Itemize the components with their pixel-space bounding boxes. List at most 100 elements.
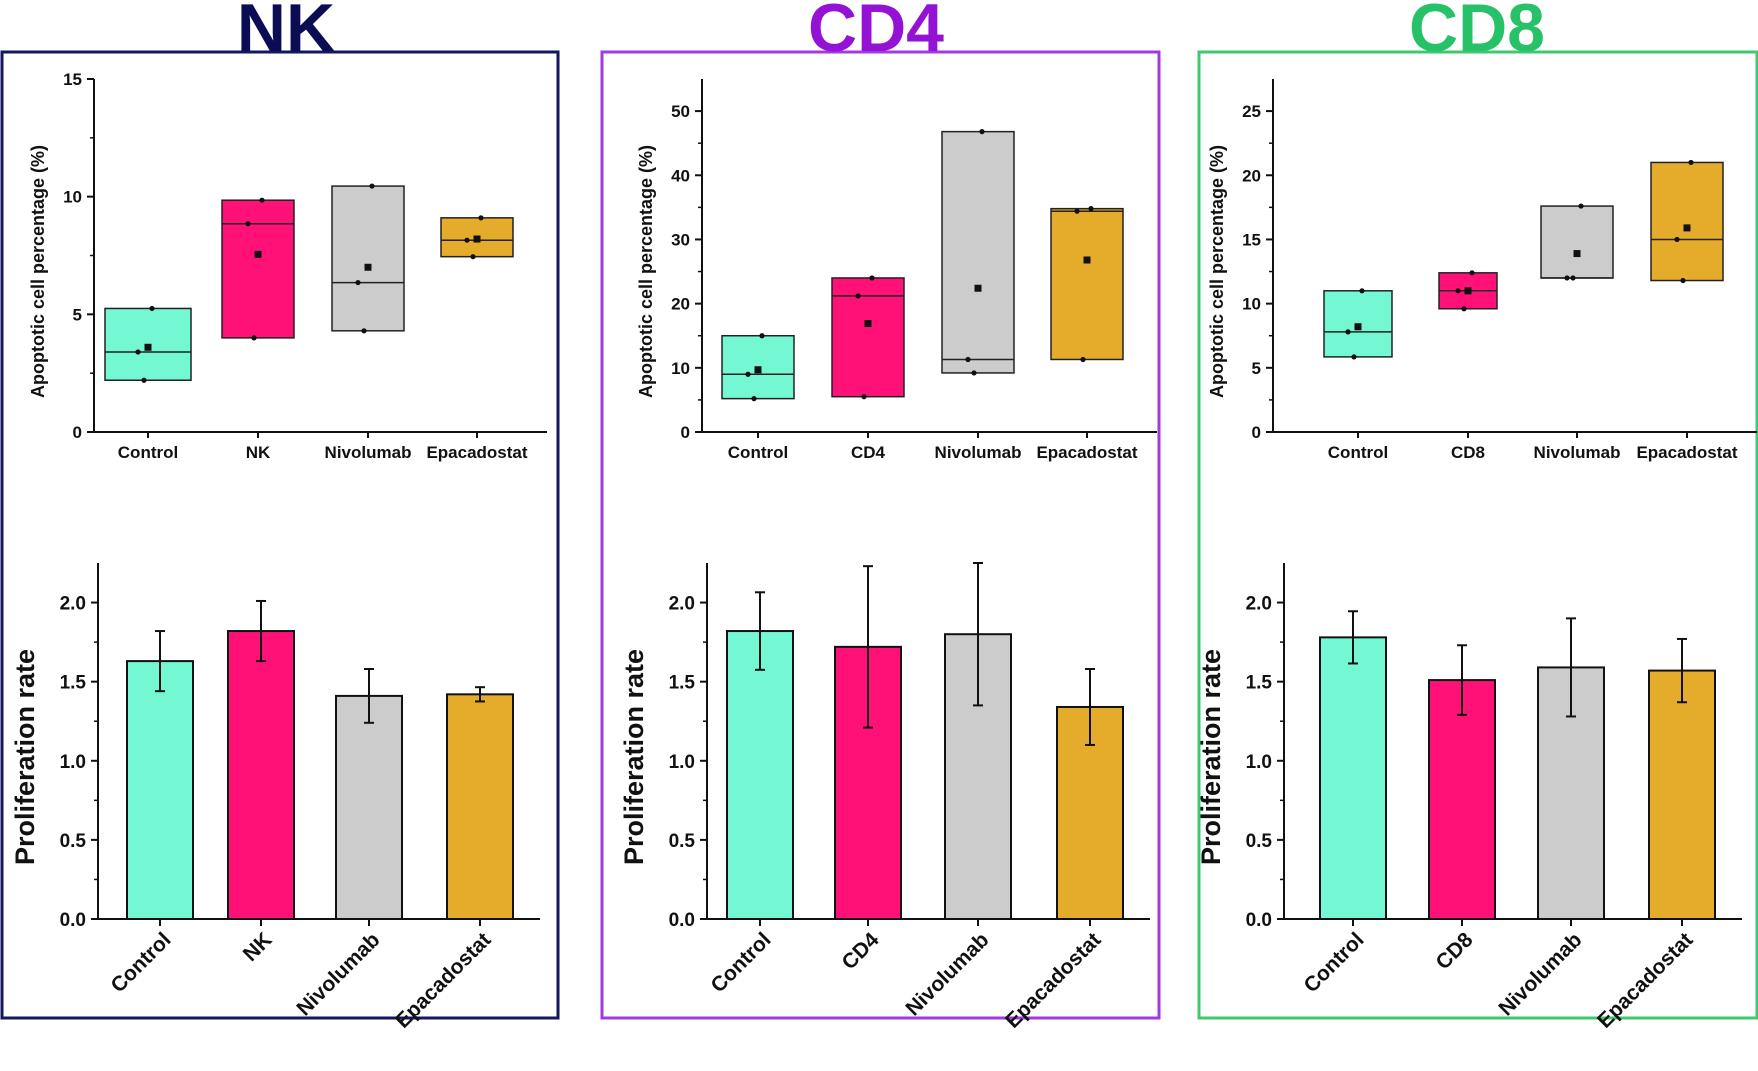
data-point xyxy=(470,254,476,260)
y-tick-label: 50 xyxy=(671,102,690,121)
y-tick-label: 0 xyxy=(73,423,82,442)
box-nivolumab xyxy=(941,130,1015,374)
mean-marker xyxy=(144,343,152,351)
y-tick-label: 10 xyxy=(63,188,82,207)
data-point xyxy=(1469,270,1475,276)
bar-control xyxy=(726,630,794,921)
y-tick-label: 1.5 xyxy=(60,673,87,694)
y-axis-label: Apoptotic cell percentage (%) xyxy=(636,145,656,398)
panel-title: CD4 xyxy=(808,0,944,66)
y-tick-label: 15 xyxy=(63,70,82,89)
data-point xyxy=(1351,354,1357,360)
data-point xyxy=(1455,288,1461,294)
data-point xyxy=(141,377,147,383)
panel-cd4: CD4 0 10 20 30 40 50 Apoptotic cell percentage … xyxy=(600,0,1161,1033)
data-point xyxy=(149,305,155,312)
data-point xyxy=(979,129,985,135)
y-tick-label: 0.5 xyxy=(1246,831,1273,852)
data-point xyxy=(1680,277,1686,284)
x-tick-label: Nivolumab xyxy=(901,928,993,1020)
data-point xyxy=(361,328,367,334)
x-tick-label: CD8 xyxy=(1432,928,1478,974)
x-tick-label: Nivolumab xyxy=(292,928,384,1020)
bar-control xyxy=(1319,636,1387,920)
mean-marker xyxy=(1354,323,1362,331)
data-point xyxy=(1688,159,1694,166)
box-nivolumab xyxy=(1540,205,1614,279)
y-axis-label: Apoptotic cell percentage (%) xyxy=(1207,145,1227,398)
mean-marker xyxy=(1683,224,1691,232)
bar-chart: 0.0 0.5 1.0 1.5 2.0 Proliferation rate Control… xyxy=(619,562,1150,1033)
x-tick-label: NK xyxy=(246,443,271,462)
y-tick-label: 0.5 xyxy=(60,831,87,852)
panel-cd8: CD8 0 5 10 15 20 25 Apoptotic cell percentage (… xyxy=(1196,0,1758,1033)
x-tick-label: CD4 xyxy=(851,443,886,462)
y-tick-label: 0 xyxy=(1252,423,1261,442)
bar-epacadostat xyxy=(1648,669,1716,921)
y-tick-label: 1.5 xyxy=(669,673,696,694)
box-nivolumab xyxy=(331,185,405,332)
data-point xyxy=(135,349,141,355)
y-tick-label: 5 xyxy=(1252,359,1261,378)
x-tick-label: CD4 xyxy=(838,928,884,974)
mean-marker xyxy=(473,235,481,243)
data-point xyxy=(1080,356,1086,363)
data-point xyxy=(869,275,875,281)
box-chart: 0 5 10 15 Apoptotic cell percentage (%) Contr… xyxy=(28,70,547,462)
y-tick-label: 0 xyxy=(681,423,690,442)
y-tick-label: 1.5 xyxy=(1246,673,1273,694)
y-tick-label: 5 xyxy=(73,305,82,324)
box-chart: 0 5 10 15 20 25 Apoptotic cell percentage (%) C… xyxy=(1207,79,1757,462)
y-tick-label: 1.0 xyxy=(60,752,86,773)
x-tick-label: Nivolumab xyxy=(1534,443,1621,462)
x-tick-label: Epacadostat xyxy=(426,443,527,462)
box-epacadostat xyxy=(1650,161,1724,282)
data-point xyxy=(751,396,757,402)
data-point xyxy=(1359,288,1365,294)
y-tick-label: 2.0 xyxy=(669,594,695,615)
y-axis-label: Proliferation rate xyxy=(1196,649,1226,865)
data-point xyxy=(369,183,375,189)
mean-marker xyxy=(1573,250,1581,258)
box-cd4 xyxy=(831,277,905,398)
data-point xyxy=(1578,203,1584,209)
panel-border xyxy=(1197,50,1758,1020)
x-tick-label: Control xyxy=(118,443,178,462)
data-point xyxy=(478,215,484,221)
bar-chart: 0.0 0.5 1.0 1.5 2.0 Proliferation rate Control… xyxy=(10,563,540,1033)
data-point xyxy=(1570,275,1576,281)
bar-control xyxy=(126,660,194,920)
x-tick-label: Nivolumab xyxy=(935,443,1022,462)
y-axis-label: Apoptotic cell percentage (%) xyxy=(28,145,48,398)
data-point xyxy=(1461,306,1467,312)
bar-cd8 xyxy=(1428,679,1496,921)
y-tick-label: 10 xyxy=(671,359,690,378)
x-tick-label: Control xyxy=(1299,928,1368,997)
data-point xyxy=(1074,208,1080,214)
box-nk xyxy=(221,199,295,339)
y-axis-label: Proliferation rate xyxy=(619,649,649,865)
bar-epacadostat xyxy=(446,693,514,921)
bar-nk xyxy=(227,630,295,921)
mean-marker xyxy=(754,366,762,374)
x-tick-label: Control xyxy=(1328,443,1388,462)
panel-border xyxy=(0,50,560,1020)
data-point xyxy=(259,197,265,203)
y-tick-label: 0.5 xyxy=(669,831,696,852)
data-point xyxy=(1345,329,1351,335)
mean-marker xyxy=(1464,287,1472,295)
panel-border xyxy=(600,50,1161,1020)
data-point xyxy=(1564,275,1570,281)
y-tick-label: 2.0 xyxy=(60,594,86,615)
x-tick-label: Epacadostat xyxy=(1636,443,1737,462)
data-point xyxy=(1088,206,1094,212)
data-point xyxy=(251,335,257,341)
data-point xyxy=(855,293,861,299)
y-tick-label: 0.0 xyxy=(1246,910,1272,931)
y-tick-label: 1.0 xyxy=(1246,752,1272,773)
y-tick-label: 30 xyxy=(671,230,690,249)
y-tick-label: 20 xyxy=(1242,166,1261,185)
data-point xyxy=(745,371,751,377)
data-point xyxy=(971,370,977,376)
